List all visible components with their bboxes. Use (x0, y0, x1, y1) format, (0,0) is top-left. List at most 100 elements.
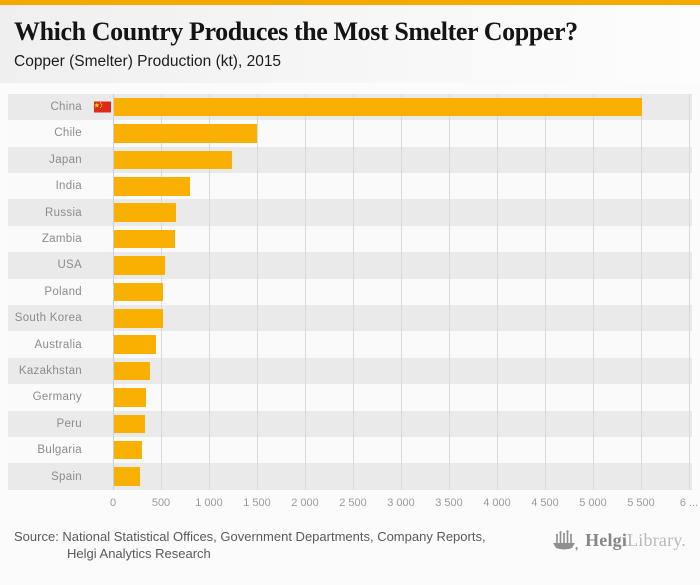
bar-cell (113, 305, 692, 331)
country-name: Zambia (41, 233, 82, 246)
table-row: Australia (8, 331, 692, 358)
country-name: Germany (32, 391, 82, 404)
x-tick-label: 4 000 (483, 496, 511, 509)
x-tick-label: 3 500 (435, 496, 463, 509)
bar-china[interactable] (114, 97, 642, 117)
bar-cell (113, 358, 692, 384)
bar-russia[interactable] (114, 203, 177, 222)
bar-spain[interactable] (114, 467, 141, 486)
bar-germany[interactable] (114, 388, 146, 407)
bar-cell (113, 384, 692, 410)
country-name: Poland (44, 285, 82, 298)
table-row: Chile (8, 120, 692, 147)
x-tick-label: 5 500 (627, 496, 655, 509)
page-subtitle: Copper (Smelter) Production (kt), 2015 (14, 52, 282, 70)
x-tick-label: 6 ... (679, 496, 699, 509)
country-label: Russia (8, 199, 113, 225)
country-name: Chile (54, 127, 82, 140)
china-flag-icon (94, 101, 111, 113)
country-label: China (8, 94, 113, 120)
country-label: Spain (8, 463, 113, 489)
x-tick-label: 1 500 (243, 496, 271, 509)
x-tick-label: 2 000 (291, 496, 319, 509)
logo-brand-bold: Helgi (585, 530, 628, 551)
country-name: Australia (34, 338, 82, 351)
x-tick-label: 3 000 (387, 496, 415, 509)
table-row: Germany (8, 384, 692, 411)
bar-usa[interactable] (114, 256, 165, 275)
table-row: Russia (8, 199, 692, 226)
country-label: Chile (8, 120, 113, 146)
helgi-library-logo-text: HelgiLibrary. (585, 530, 686, 551)
x-axis: 0 500 1 000 1 500 2 000 2 500 3 000 3 500 4 000 4… (109, 490, 698, 514)
table-row: Kazakhstan (8, 357, 692, 385)
bar-chile[interactable] (114, 124, 257, 143)
bar-cell (113, 199, 692, 225)
page-title: Which Country Produces the Most Smelter … (14, 17, 578, 46)
country-label: South Korea (8, 305, 113, 331)
country-label: Australia (8, 331, 113, 357)
country-name: China (50, 101, 82, 114)
country-name: Japan (49, 153, 82, 166)
table-row: Spain (8, 463, 692, 490)
helgi-library-logo-icon (552, 530, 580, 552)
country-name: Russia (45, 206, 82, 219)
bar-bulgaria[interactable] (114, 440, 143, 460)
source-note: Source: National Statistical Offices, Go… (14, 528, 486, 563)
bar-peru[interactable] (114, 414, 145, 434)
country-label: Kazakhstan (8, 358, 113, 384)
country-name: Kazakhstan (18, 364, 82, 377)
table-row: Japan (8, 146, 692, 174)
bar-cell (113, 173, 692, 199)
country-label: Zambia (8, 226, 113, 252)
country-label: Japan (8, 147, 113, 173)
bar-cell (113, 279, 692, 305)
bar-chart: China Chile Japan India Russia Zambia USA Polan… (8, 93, 698, 514)
helgi-library-logo[interactable]: HelgiLibrary. (552, 530, 686, 552)
bar-cell (113, 411, 692, 437)
table-row: Poland (8, 278, 692, 306)
x-tick-label: 1 000 (195, 496, 223, 509)
x-tick-label: 0 (109, 496, 117, 509)
country-label: Germany (8, 384, 113, 410)
x-tick-label: 4 500 (531, 496, 559, 509)
bar-cell (113, 331, 692, 357)
source-line-1: Source: National Statistical Offices, Go… (14, 528, 486, 544)
chart-header: Which Country Produces the Most Smelter … (0, 5, 700, 83)
bar-poland[interactable] (114, 282, 163, 302)
logo-brand-light: Library. (627, 530, 686, 551)
country-label: USA (8, 252, 113, 278)
bar-cell (113, 147, 692, 173)
bar-cell (113, 463, 692, 489)
country-label: Poland (8, 279, 113, 305)
table-row: India (8, 173, 692, 200)
source-line-2: Helgi Analytics Research (67, 546, 211, 562)
country-label: Peru (8, 411, 113, 437)
bar-zambia[interactable] (114, 229, 176, 249)
bar-south-korea[interactable] (114, 309, 163, 328)
chart-footer: Source: National Statistical Offices, Go… (0, 514, 700, 563)
table-row: USA (8, 252, 692, 279)
bar-australia[interactable] (114, 335, 156, 354)
table-row: Zambia (8, 225, 692, 253)
country-name: Bulgaria (37, 444, 82, 457)
bar-cell (113, 120, 692, 146)
table-row: South Korea (8, 305, 692, 332)
bar-cell (113, 226, 692, 252)
bar-kazakhstan[interactable] (114, 361, 150, 381)
chart-body: China Chile Japan India Russia Zambia USA Polan… (8, 93, 692, 490)
bar-cell (113, 437, 692, 463)
country-name: India (55, 180, 82, 193)
country-name: Peru (56, 417, 82, 430)
table-row: China (8, 93, 692, 121)
accent-top-strip (0, 0, 700, 5)
bar-cell (113, 94, 692, 120)
country-name: South Korea (14, 312, 82, 325)
country-name: USA (57, 259, 82, 272)
bar-japan[interactable] (114, 150, 233, 170)
x-tick-label: 2 500 (339, 496, 367, 509)
country-label: Bulgaria (8, 437, 113, 463)
table-row: Peru (8, 410, 692, 437)
bar-india[interactable] (114, 177, 190, 196)
bar-cell (113, 252, 692, 278)
